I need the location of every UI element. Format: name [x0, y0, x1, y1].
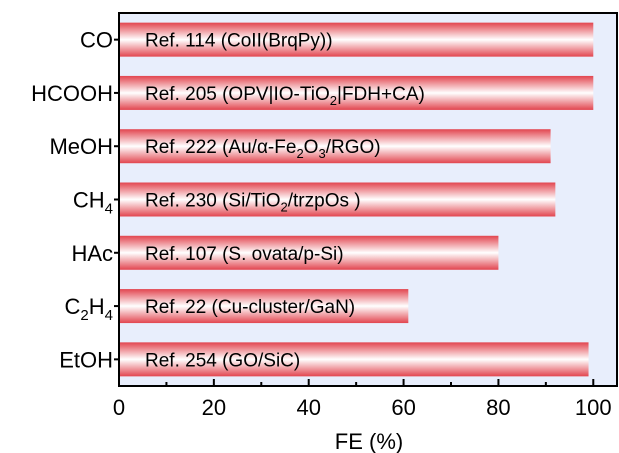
axes-group — [114, 12, 618, 387]
category-label-3: MeOH — [49, 134, 113, 159]
bar-label-1: Ref. 114 (CoII(BrqPy)) — [145, 31, 333, 52]
category-labels-group: CO HCOOH MeOH CH4 HAc C2H4 EtOH — [31, 28, 113, 373]
plot-frame — [118, 12, 618, 387]
category-label-7: EtOH — [59, 347, 113, 372]
bars-group — [119, 22, 594, 377]
bar-labels-group: Ref. 114 (CoII(BrqPy)) Ref. 205 (OPV|IO-T… — [145, 31, 425, 372]
x-tick-label-80: 80 — [486, 395, 510, 420]
bar-5 — [119, 235, 499, 270]
x-tick-label-60: 60 — [391, 395, 415, 420]
category-label-5: HAc — [71, 241, 113, 266]
bar-label-3: Ref. 222 (Au/α-Fe2O3/RGO) — [145, 137, 381, 161]
category-label-4: CH4 — [73, 188, 113, 218]
x-axis-title: FE (%) — [335, 429, 403, 453]
bar-1 — [119, 22, 594, 57]
x-tick-label-0: 0 — [113, 395, 125, 420]
category-label-2: HCOOH — [31, 81, 113, 106]
bar-2 — [119, 75, 594, 110]
x-tick-labels-group: 0 20 40 60 80 100 — [113, 395, 612, 420]
bar-label-5: Ref. 107 (S. ovata/p-Si) — [145, 244, 344, 265]
category-label-6: C2H4 — [65, 294, 113, 324]
bar-label-4: Ref. 230 (Si/TiO2/trzpOs ) — [145, 191, 361, 215]
bar-4 — [119, 182, 556, 217]
bar-label-7: Ref. 254 (GO/SiC) — [145, 350, 300, 371]
x-tick-label-100: 100 — [575, 395, 612, 420]
category-label-1: CO — [80, 28, 113, 53]
bar-label-2: Ref. 205 (OPV|IO-TiO2|FDH+CA) — [145, 84, 425, 108]
bar-3 — [119, 129, 551, 164]
bar-6 — [119, 289, 409, 324]
x-tick-label-20: 20 — [202, 395, 226, 420]
x-tick-label-40: 40 — [296, 395, 320, 420]
bar-7 — [119, 342, 589, 377]
bar-label-6: Ref. 22 (Cu-cluster/GaN) — [145, 297, 355, 318]
